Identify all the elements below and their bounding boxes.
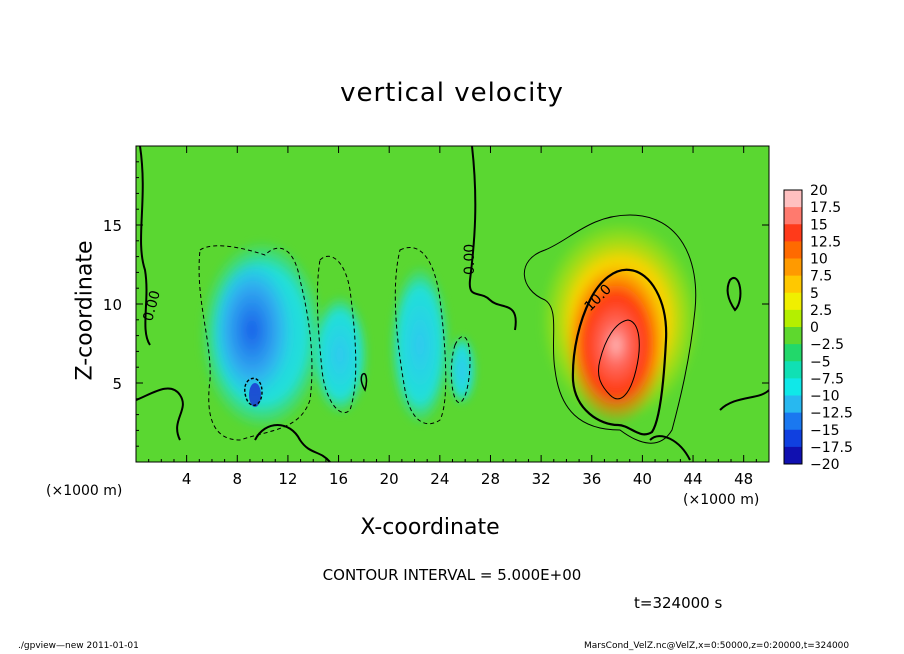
- colorbar-label: 17.5: [810, 200, 841, 216]
- colorbar-swatch: [784, 207, 802, 225]
- colorbar-label: 2.5: [810, 303, 832, 319]
- y-axis: 5 10 15: [103, 161, 769, 447]
- colorbar-swatch: [784, 275, 802, 294]
- colorbar-label: 7.5: [810, 269, 832, 285]
- colorbar-label: 0: [810, 320, 819, 336]
- x-axis: 4 8 12 16 20 24 28 32 36 40 44 48: [148, 146, 757, 488]
- colorbar-label: 15: [810, 217, 828, 233]
- colorbar-label: −5: [810, 354, 831, 370]
- x-tick-label: 40: [633, 470, 652, 488]
- heatmap-field: [136, 146, 769, 462]
- x-tick-label: 48: [734, 470, 753, 488]
- colorbar-label: 5: [810, 286, 819, 302]
- colorbar-swatch: [784, 309, 802, 328]
- x-tick-label: 20: [380, 470, 399, 488]
- x-tick-label: 12: [278, 470, 297, 488]
- chart-title: vertical velocity: [340, 78, 564, 108]
- colorbar-swatch: [784, 412, 802, 431]
- contour-label-zero-left: 0.00: [140, 289, 164, 323]
- colorbar-swatch: [784, 395, 802, 414]
- colorbar-label: −7.5: [810, 371, 844, 387]
- colorbar-swatch: [784, 224, 802, 242]
- x-tick-label: 36: [582, 470, 601, 488]
- x-axis-label: X-coordinate: [360, 515, 500, 540]
- footer-script-info: ./gpview—new 2011-01-01: [18, 641, 139, 651]
- colorbar-label: 20: [810, 183, 828, 199]
- colorbar-label: −15: [810, 423, 840, 439]
- colorbar-swatch: [784, 327, 802, 345]
- colorbar-label: −10: [810, 389, 840, 405]
- x-unit-label-right: (×1000 m): [683, 492, 760, 508]
- x-tick-label: 8: [233, 470, 243, 488]
- colorbar-swatch: [784, 258, 802, 277]
- colorbar-swatch: [784, 361, 802, 379]
- colorbar-label: −20: [810, 457, 840, 473]
- y-tick-label: 5: [112, 375, 122, 393]
- x-tick-label: 16: [329, 470, 348, 488]
- colorbar-swatch: [784, 429, 802, 448]
- colorbar-label: −17.5: [810, 440, 853, 456]
- colorbar-label: −2.5: [810, 337, 844, 353]
- colorbar-swatch: [784, 378, 802, 396]
- contour-lines: [136, 146, 769, 462]
- colorbar-swatch: [784, 190, 802, 208]
- x-unit-label-left: (×1000 m): [46, 483, 123, 499]
- colorbar-label: 12.5: [810, 234, 841, 250]
- colorbar-swatch: [784, 292, 802, 311]
- footer-file-info: MarsCond_VelZ.nc@VelZ,x=0:50000,z=0:2000…: [584, 641, 850, 651]
- x-tick-label: 28: [481, 470, 500, 488]
- y-tick-label: 10: [103, 296, 122, 314]
- colorbar-swatch: [784, 344, 802, 362]
- colorbar-label: −12.5: [810, 406, 853, 422]
- contour-label-zero-mid: 0.00: [462, 244, 478, 275]
- x-tick-label: 24: [430, 470, 449, 488]
- x-tick-label: 4: [182, 470, 192, 488]
- time-stamp: t=324000 s: [634, 594, 723, 612]
- contour-interval-text: CONTOUR INTERVAL = 5.000E+00: [322, 566, 582, 584]
- colorbar-swatch: [784, 446, 802, 465]
- colorbar-frame: [783, 189, 803, 465]
- colorbar-label: 10: [810, 252, 828, 268]
- x-tick-label: 32: [532, 470, 551, 488]
- y-tick-label: 15: [103, 217, 122, 235]
- colorbar-swatch: [784, 241, 802, 259]
- x-tick-label: 44: [683, 470, 702, 488]
